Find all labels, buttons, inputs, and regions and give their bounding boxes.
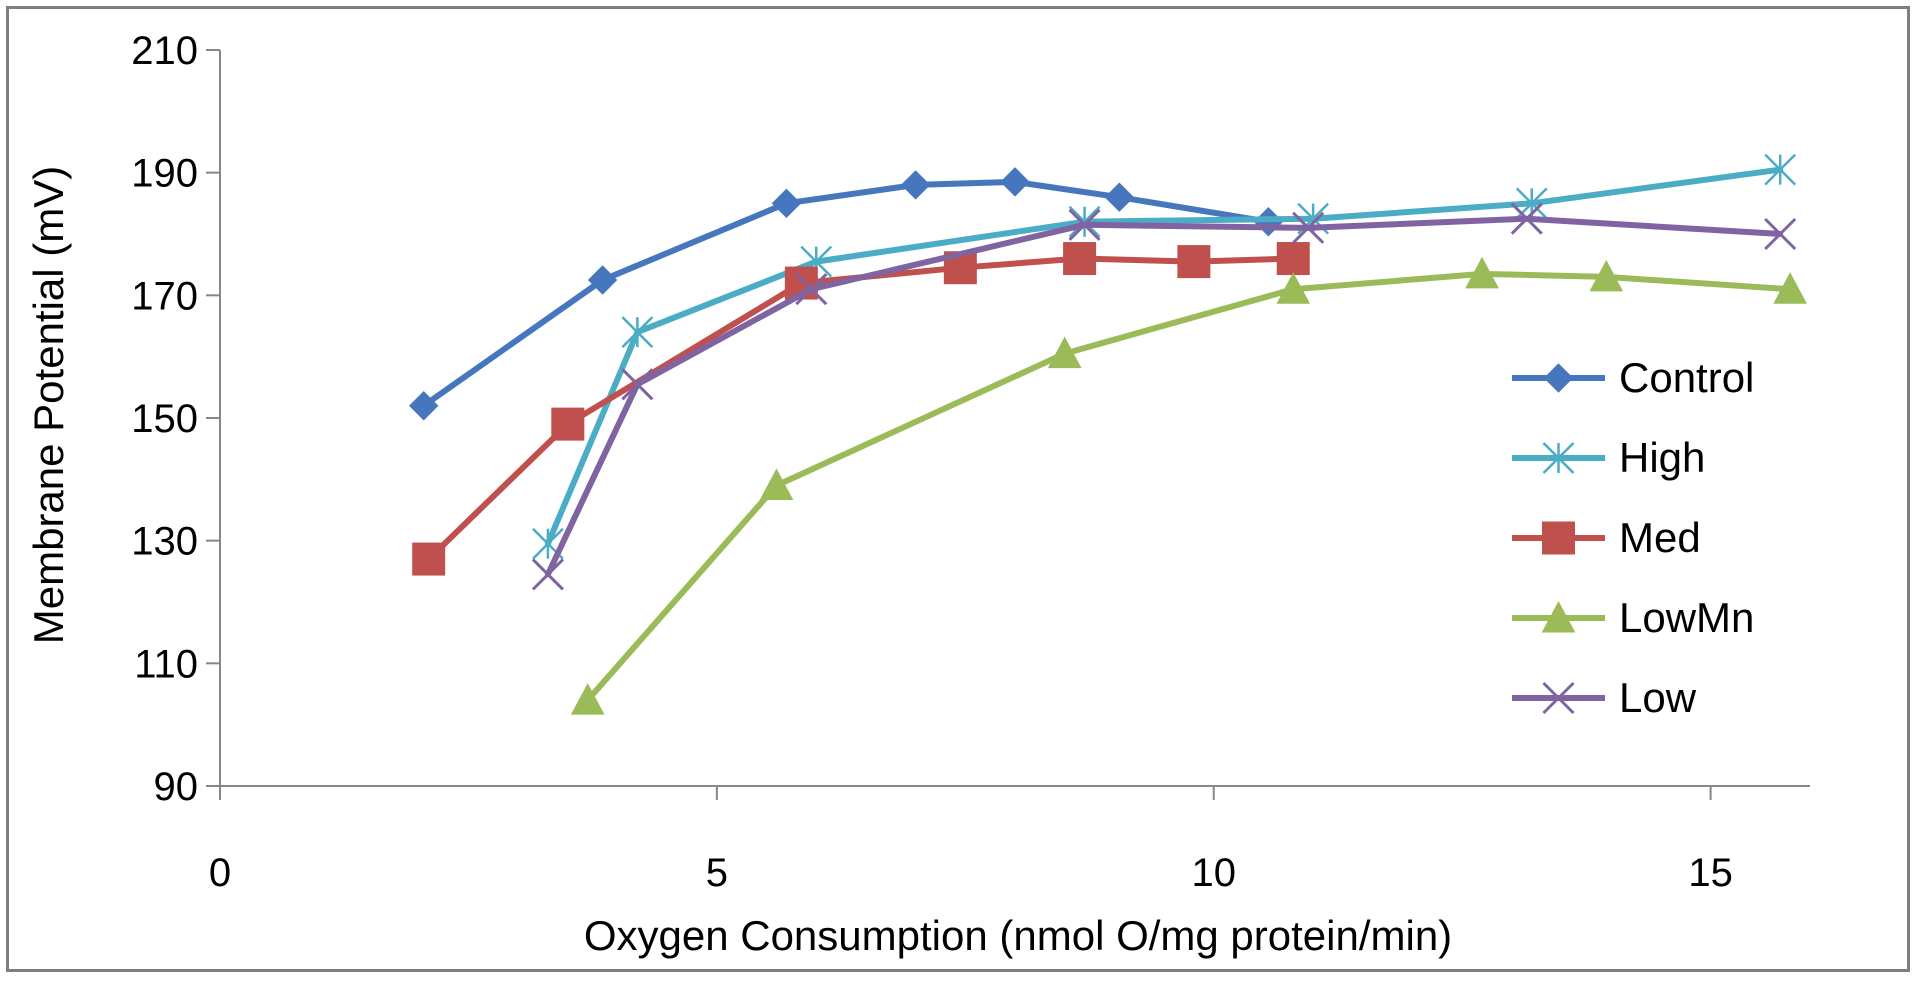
- legend-item-lowmn: LowMn: [1512, 594, 1754, 641]
- axes: 90 110 130 150 170 190 210 0 5 10 15: [131, 29, 1810, 895]
- data-point-control: [587, 265, 618, 295]
- data-point-control: [1104, 182, 1135, 212]
- legend-label-med: Med: [1619, 514, 1701, 561]
- legend-item-control: Control: [1512, 354, 1754, 401]
- data-point-med: [1276, 242, 1310, 276]
- data-point-low: [795, 273, 828, 306]
- data-point-med: [551, 407, 585, 441]
- legend-marker-high: [1542, 442, 1575, 474]
- data-point-lowmn: [1589, 259, 1624, 292]
- series-line-control: [420, 178, 1272, 409]
- data-point-low: [621, 368, 654, 401]
- series-line-low: [544, 215, 1784, 578]
- legend-label-high: High: [1619, 434, 1705, 481]
- y-tick-label: 190: [131, 152, 198, 196]
- data-point-low: [1510, 202, 1543, 235]
- data-point-high: [1764, 153, 1797, 186]
- data-point-low: [1764, 217, 1797, 251]
- data-point-control: [409, 391, 439, 421]
- series-control: [409, 167, 1284, 421]
- x-tick-label: 5: [706, 851, 728, 895]
- x-tick-label: 0: [209, 851, 231, 895]
- data-point-lowmn: [1047, 336, 1082, 369]
- legend-item-low: Low: [1512, 674, 1697, 721]
- data-point-lowmn: [1465, 256, 1499, 289]
- legend-label-lowmn: LowMn: [1619, 594, 1754, 641]
- data-point-high: [1068, 205, 1101, 238]
- legend-marker-control: [1543, 363, 1574, 393]
- data-point-lowmn: [1773, 272, 1807, 304]
- chart-frame: [6, 6, 1910, 972]
- plot-area: [409, 153, 1807, 715]
- y-tick-label: 150: [131, 397, 198, 441]
- legend-marker-med: [1542, 521, 1575, 555]
- legend: Control High Med LowMn Low: [1512, 354, 1754, 721]
- y-tick-label: 170: [131, 274, 198, 318]
- data-point-lowmn: [570, 683, 605, 715]
- data-point-lowmn: [759, 468, 794, 500]
- series-low: [531, 202, 1797, 591]
- data-point-lowmn: [1276, 272, 1311, 304]
- x-tick-label: 10: [1192, 851, 1237, 895]
- data-point-med: [412, 542, 446, 576]
- data-point-low: [1068, 208, 1101, 241]
- data-point-control: [1000, 167, 1030, 197]
- legend-item-med: Med: [1512, 514, 1701, 561]
- data-point-control: [900, 170, 931, 200]
- series-high: [532, 153, 1797, 560]
- data-point-low: [531, 558, 564, 591]
- y-tick-label: 210: [131, 29, 198, 73]
- x-axis-title: Oxygen Consumption (nmol O/mg protein/mi…: [584, 912, 1452, 959]
- data-point-med: [1177, 245, 1211, 279]
- legend-marker-low: [1542, 681, 1575, 715]
- x-tick-label: 15: [1688, 851, 1733, 895]
- series-lowmn: [570, 256, 1807, 715]
- y-axis-title: Membrane Potential (mV): [25, 166, 72, 645]
- series-med: [412, 242, 1310, 576]
- data-point-med: [1063, 242, 1097, 276]
- legend-label-control: Control: [1619, 354, 1754, 401]
- y-tick-label: 110: [134, 642, 198, 686]
- legend-label-low: Low: [1619, 674, 1697, 721]
- data-point-low: [1292, 211, 1325, 244]
- data-point-high: [621, 316, 654, 349]
- legend-item-high: High: [1512, 434, 1705, 481]
- data-point-control: [771, 188, 802, 219]
- y-tick-label: 90: [154, 765, 199, 809]
- y-tick-label: 130: [131, 520, 198, 564]
- legend-marker-lowmn: [1541, 600, 1576, 633]
